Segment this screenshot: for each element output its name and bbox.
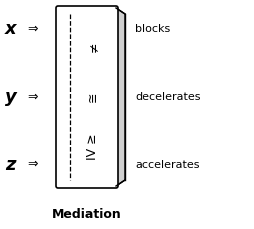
- Text: y: y: [5, 88, 17, 106]
- Text: ≠: ≠: [86, 42, 99, 52]
- Text: z: z: [5, 156, 15, 174]
- Text: x: x: [5, 20, 17, 38]
- Text: decelerates: decelerates: [135, 92, 200, 102]
- Text: ⇒: ⇒: [28, 158, 38, 171]
- Text: IV ≥: IV ≥: [86, 134, 99, 160]
- FancyBboxPatch shape: [56, 6, 118, 188]
- Text: ≅: ≅: [86, 92, 99, 102]
- Text: blocks: blocks: [135, 24, 170, 34]
- Text: accelerates: accelerates: [135, 160, 199, 170]
- Text: ⇒: ⇒: [28, 90, 38, 104]
- Text: Mediation: Mediation: [52, 208, 122, 221]
- Text: ⇒: ⇒: [28, 23, 38, 36]
- Polygon shape: [116, 8, 125, 186]
